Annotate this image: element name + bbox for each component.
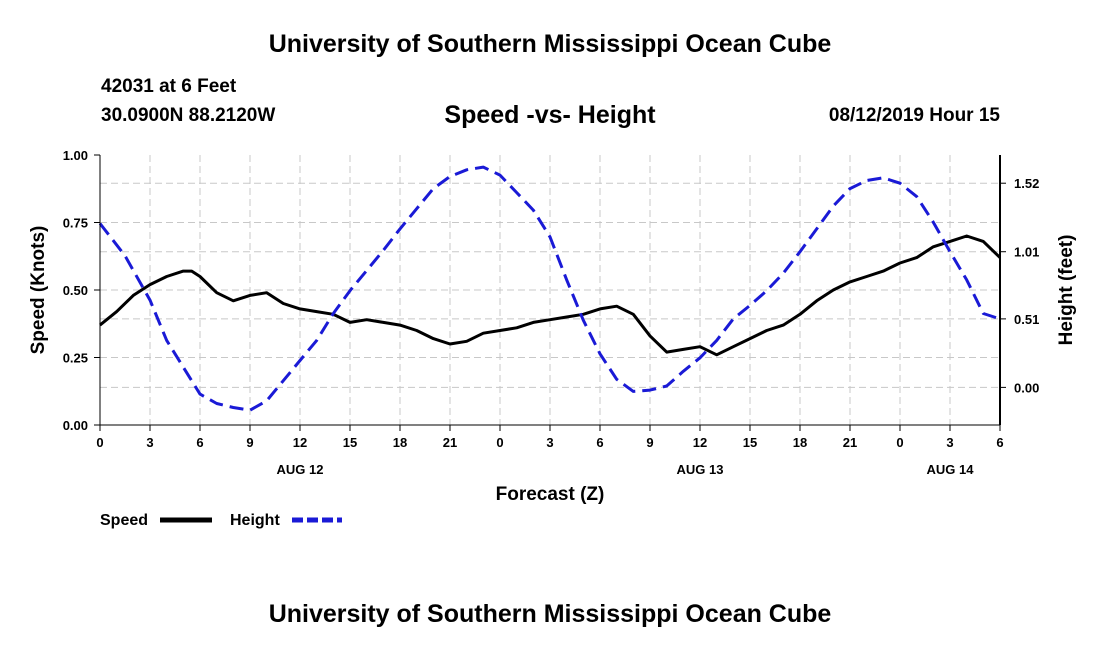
y-tick-label-right: 1.01: [1014, 245, 1039, 260]
grid-layer: [100, 155, 1000, 425]
top-title: University of Southern Mississippi Ocean…: [268, 30, 832, 58]
x-tick-label: 0: [96, 435, 103, 450]
date-label: AUG 14: [927, 462, 975, 477]
x-tick-label: 6: [196, 435, 203, 450]
y-tick-label-left: 0.50: [63, 283, 88, 298]
legend-label-height: Height: [230, 512, 280, 529]
x-tick-label: 6: [596, 435, 603, 450]
x-tick-label: 15: [343, 435, 357, 450]
x-tick-label: 15: [743, 435, 757, 450]
y-tick-label-right: 0.51: [1014, 312, 1039, 327]
labels-layer: 0 3 6 9 12 15 18 21 0 3 6 9 12 15 18 21 0 3 6 AUG 12 AUG 13 A…: [28, 148, 1077, 505]
x-tick-label: 21: [843, 435, 857, 450]
x-tick-label: 12: [693, 435, 707, 450]
y-tick-label-right: 0.00: [1014, 380, 1039, 395]
x-tick-label: 12: [293, 435, 307, 450]
y-tick-label-left: 0.25: [63, 351, 88, 366]
y-tick-label-left: 0.00: [63, 418, 88, 433]
y-tick-label-left: 0.75: [63, 216, 88, 231]
speed-series-line: [99, 234, 1002, 357]
x-tick-label: 18: [393, 435, 407, 450]
coordinates-label: 30.0900N 88.2120W: [101, 105, 276, 126]
y-axis-title-right: Height (feet): [1056, 235, 1077, 346]
bottom-title: University of Southern Mississippi Ocean…: [268, 600, 832, 628]
x-tick-label: 3: [146, 435, 153, 450]
x-tick-label: 9: [246, 435, 253, 450]
x-tick-label: 9: [646, 435, 653, 450]
x-tick-label: 0: [496, 435, 503, 450]
y-axis-title-left: Speed (Knots): [28, 226, 49, 355]
station-label: 42031 at 6 Feet: [101, 76, 237, 97]
x-tick-label: 18: [793, 435, 807, 450]
x-tick-label: 3: [546, 435, 553, 450]
legend: Speed Height: [100, 512, 342, 529]
date-label: AUG 12: [277, 462, 324, 477]
x-tick-label: 0: [896, 435, 903, 450]
legend-label-speed: Speed: [100, 512, 148, 529]
date-label: AUG 13: [677, 462, 724, 477]
x-tick-label: 6: [996, 435, 1003, 450]
y-tick-label-left: 1.00: [63, 148, 88, 163]
series-layer: [98, 165, 1002, 412]
x-axis-title: Forecast (Z): [496, 484, 605, 505]
height-series-line: [98, 165, 1001, 412]
axes-layer: [94, 154, 1006, 431]
chart-title: Speed -vs- Height: [444, 101, 656, 129]
forecast-datetime: 08/12/2019 Hour 15: [828, 105, 1000, 126]
y-tick-label-right: 1.52: [1014, 176, 1039, 191]
x-tick-label: 3: [946, 435, 953, 450]
x-tick-label: 21: [443, 435, 457, 450]
